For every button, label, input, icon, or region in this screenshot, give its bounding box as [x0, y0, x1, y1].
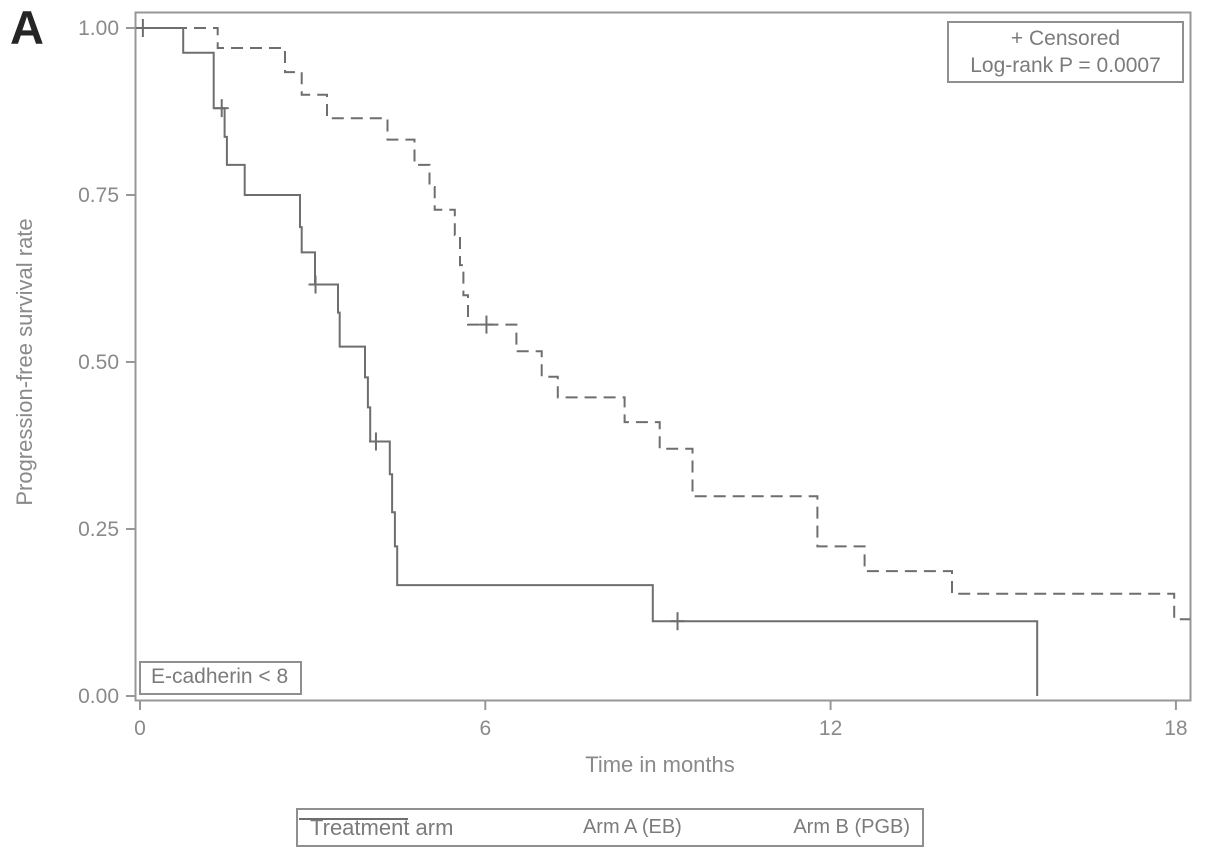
plot-frame: [134, 11, 1192, 702]
x-tick-label: 12: [819, 717, 842, 740]
x-tick-label: 0: [134, 717, 146, 740]
y-tick-label: 0.00: [78, 685, 119, 708]
treatment-legend: Treatment arm Arm A (EB) Arm B (PGB): [296, 808, 924, 847]
x-tick-label: 18: [1164, 717, 1187, 740]
series-dashed-curve: [137, 27, 1191, 621]
y-axis-title: Progression-free survival rate: [12, 218, 37, 505]
x-tick-label: 6: [479, 717, 491, 740]
y-tick-label: 0.75: [78, 184, 119, 207]
axis-layer: 0 6 12 18 0.00 0.25 0.50 0.75 1.00: [78, 17, 1187, 740]
censored-legend-line: + Censored: [1010, 27, 1121, 50]
y-tick-label: 0.50: [78, 351, 119, 374]
subgroup-box: E-cadherin < 8: [139, 661, 303, 695]
plot-svg: 0 6 12 18 0.00 0.25 0.50 0.75 1.00 Time in month…: [12, 11, 1192, 777]
legend-arm-a-label: Arm A (EB): [582, 816, 682, 838]
logrank-pvalue-line: Log-rank P = 0.0007: [970, 54, 1161, 77]
legend-arm-b-label: Arm B (PGB): [793, 816, 910, 838]
y-tick-label: 0.25: [78, 518, 119, 541]
arm-b-line-swatch: [299, 818, 377, 820]
series-solid-curve: [137, 27, 1039, 696]
x-axis-title: Time in months: [585, 752, 735, 777]
y-tick-label: 1.00: [78, 17, 119, 40]
stats-box: + Censored Log-rank P = 0.0007: [947, 21, 1184, 83]
panel-label: A: [10, 1, 45, 54]
curve-layer: [135, 19, 1191, 696]
